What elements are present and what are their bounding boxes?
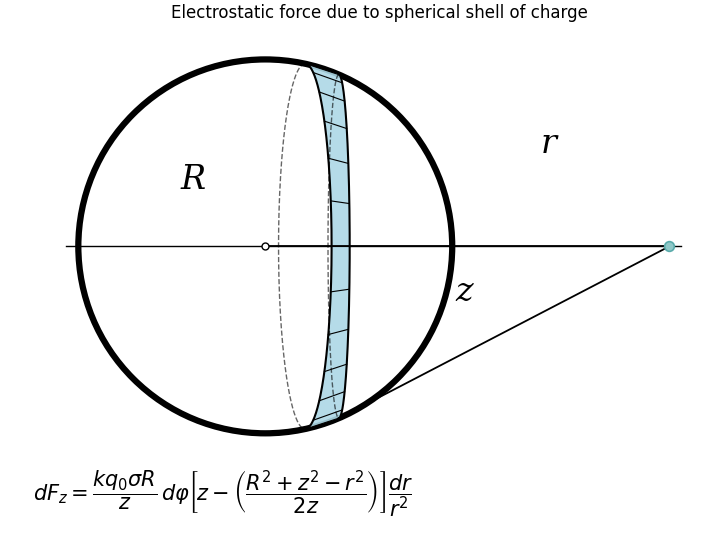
Text: $dF_z = \dfrac{kq_0\sigma R}{z}\,d\varphi\left[z - \left(\dfrac{R^2+z^2-r^2}{2z}: $dF_z = \dfrac{kq_0\sigma R}{z}\,d\varph…	[33, 468, 413, 519]
Text: R: R	[180, 164, 205, 196]
Text: z: z	[456, 276, 473, 308]
Polygon shape	[305, 64, 350, 429]
Text: r: r	[541, 128, 557, 160]
Title: Electrostatic force due to spherical shell of charge: Electrostatic force due to spherical she…	[171, 4, 588, 22]
